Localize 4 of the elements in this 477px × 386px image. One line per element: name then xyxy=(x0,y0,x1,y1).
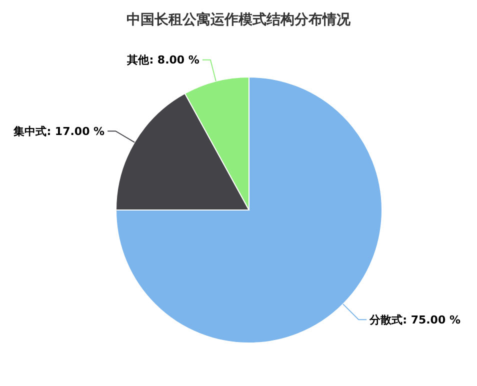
slice-label: 集中式: 17.00 % xyxy=(12,124,105,138)
chart-title: 中国长租公寓运作模式结构分布情况 xyxy=(126,11,352,28)
slice-label: 分散式: 75.00 % xyxy=(368,313,460,326)
slice-label: 其他: 8.00 % xyxy=(126,54,200,67)
